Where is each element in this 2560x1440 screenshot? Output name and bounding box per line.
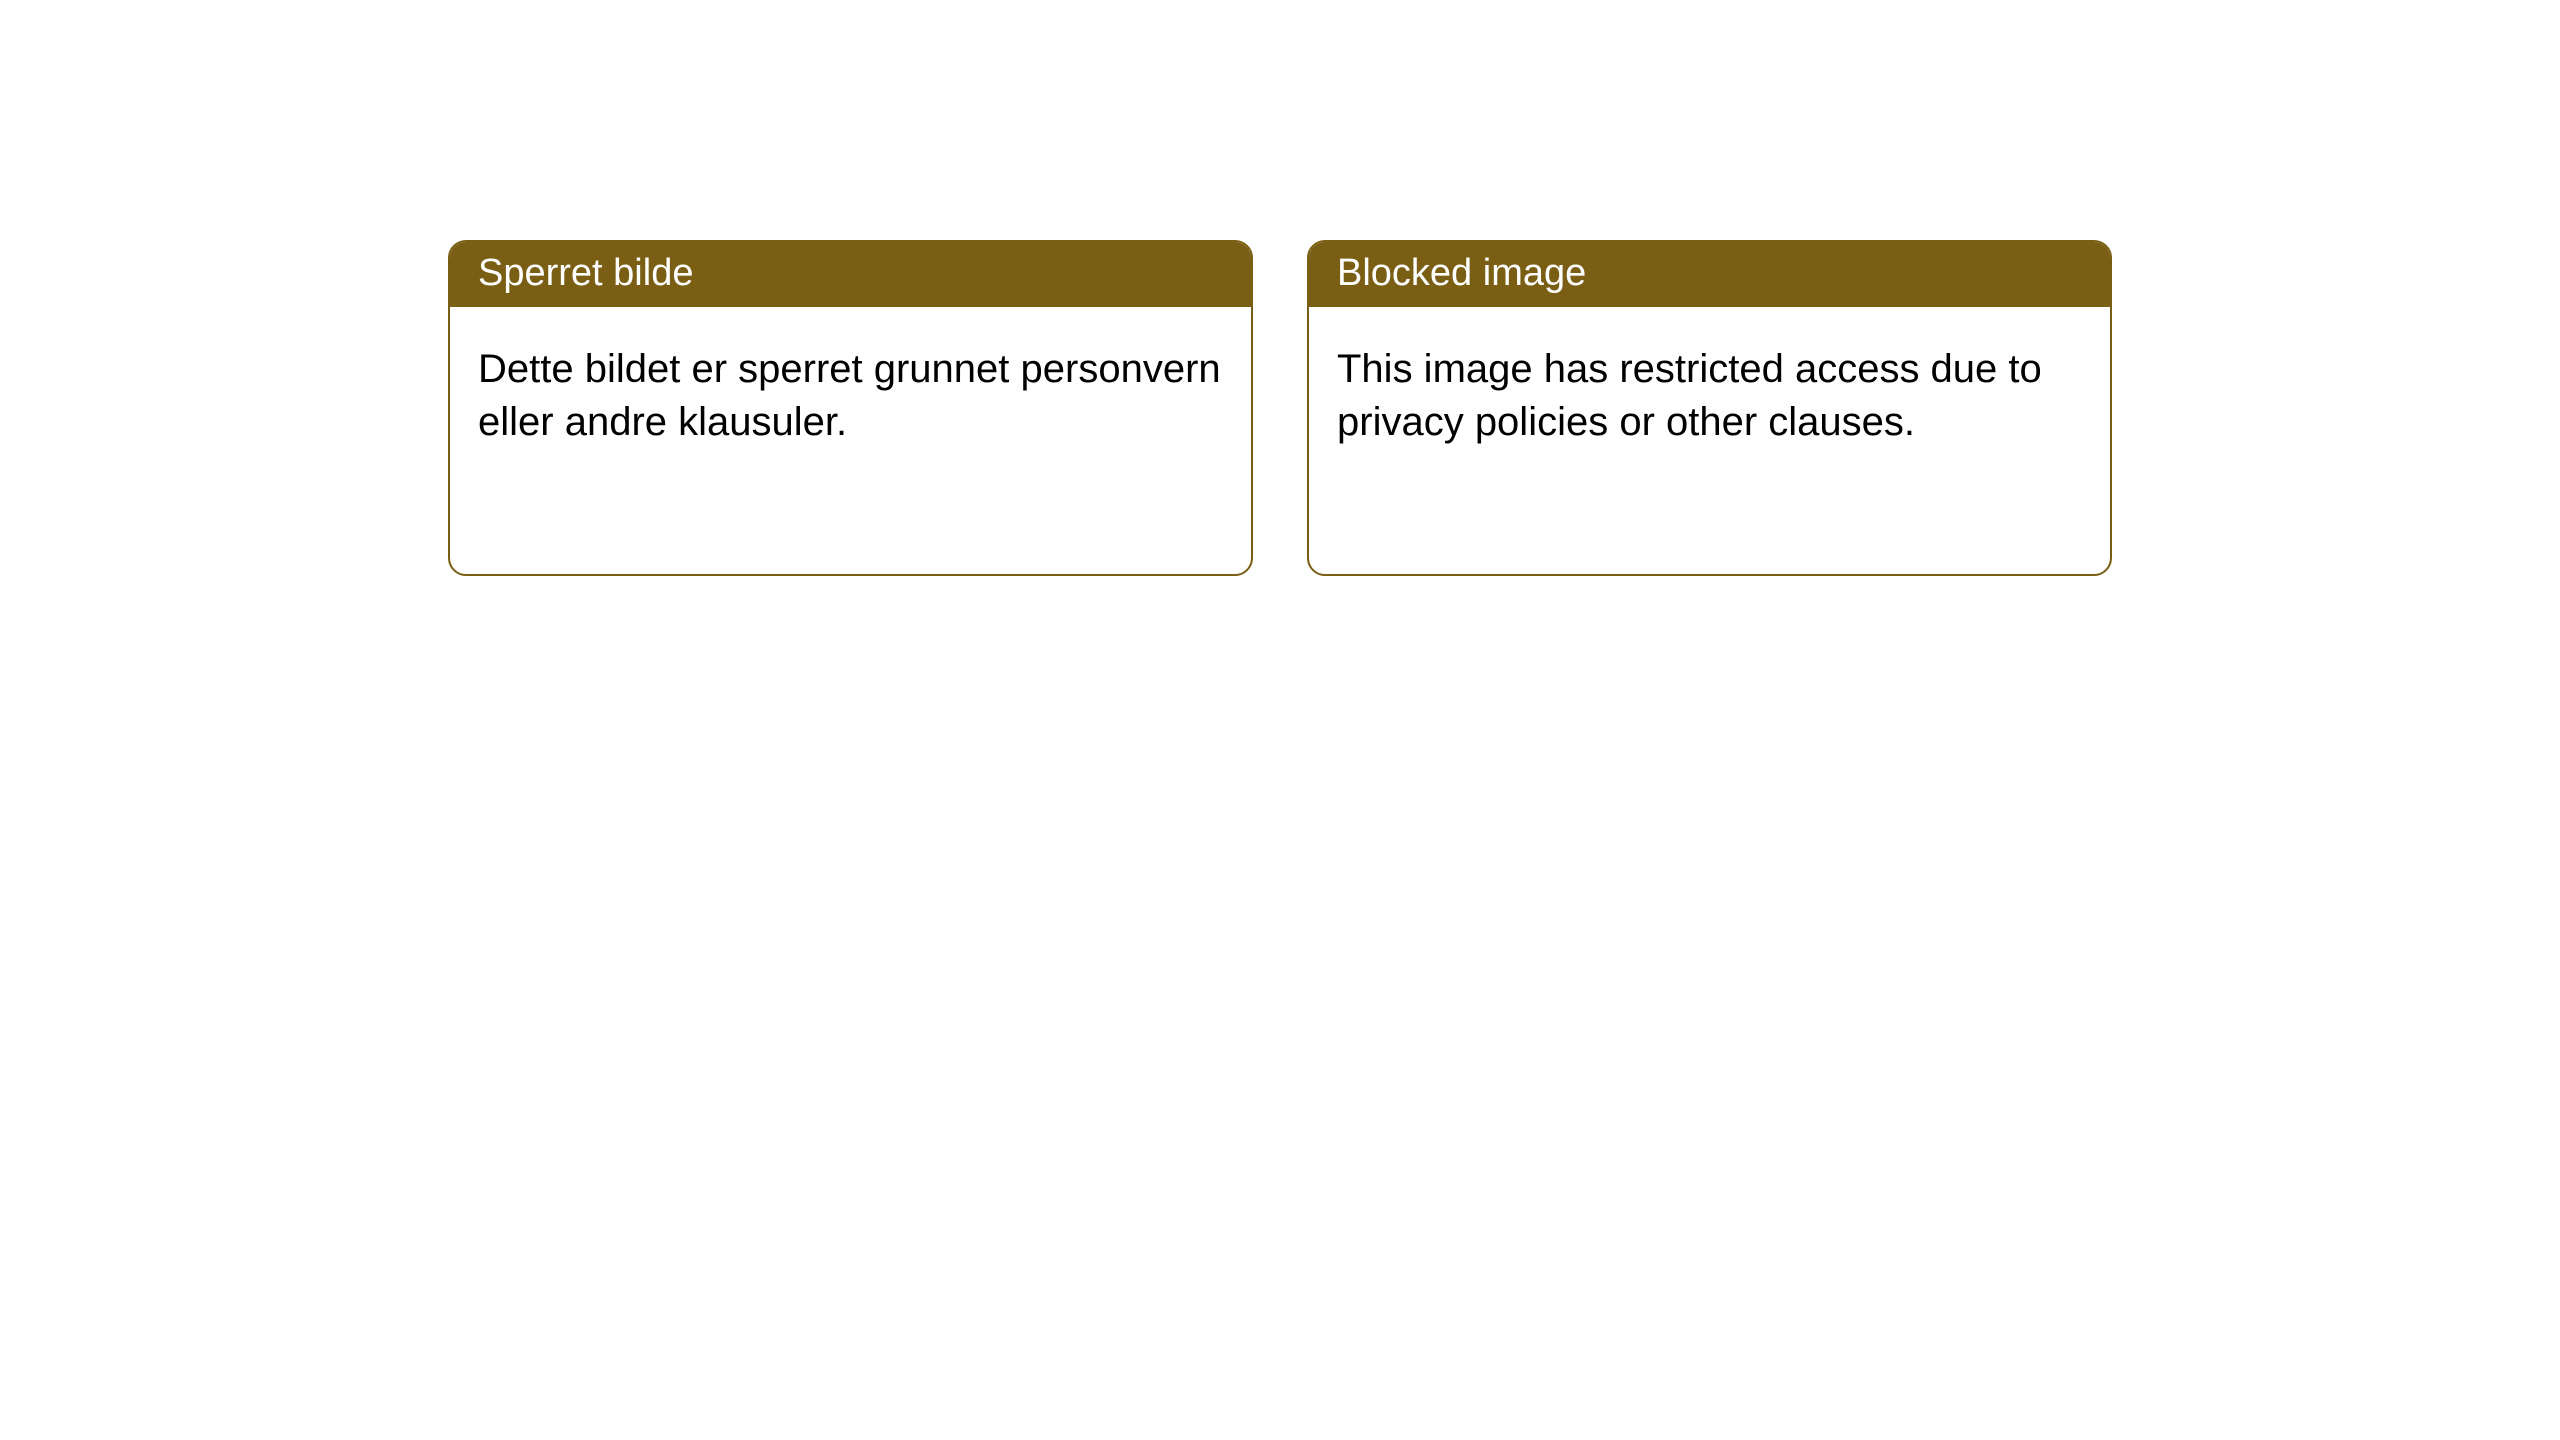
notice-card-norwegian: Sperret bilde Dette bildet er sperret gr… <box>448 240 1253 576</box>
card-header-norwegian: Sperret bilde <box>450 242 1251 307</box>
notice-cards-container: Sperret bilde Dette bildet er sperret gr… <box>448 240 2112 576</box>
card-header-english: Blocked image <box>1309 242 2110 307</box>
card-body-english: This image has restricted access due to … <box>1309 307 2110 477</box>
card-body-norwegian: Dette bildet er sperret grunnet personve… <box>450 307 1251 477</box>
notice-card-english: Blocked image This image has restricted … <box>1307 240 2112 576</box>
